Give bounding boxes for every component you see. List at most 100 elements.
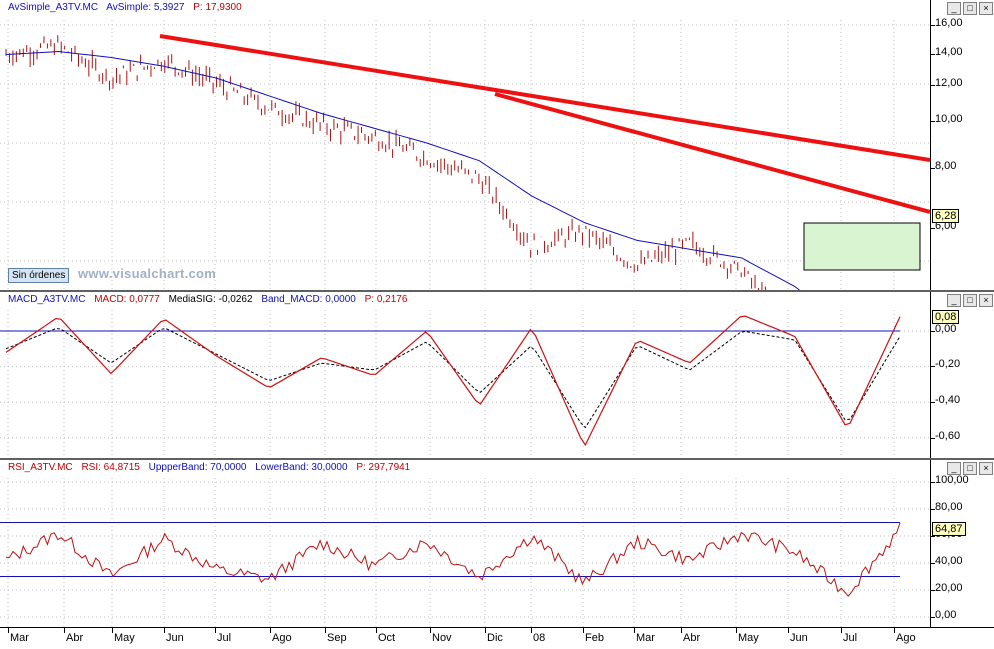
y-tick-mark [931,121,935,122]
y-tick-mark [931,438,935,439]
macd-window-buttons: _ □ × [947,294,993,307]
close-button[interactable]: × [979,294,993,307]
price-y-axis: _ □ × 16,00 14,00 12,00 10,00 8,00 6,00 … [930,0,994,290]
y-tick-mark [931,366,935,367]
panel-divider[interactable] [0,290,994,292]
panel-divider[interactable] [0,458,994,460]
y-tick-label: -0,40 [935,394,961,406]
y-tick-mark [931,617,935,618]
y-tick-mark [931,85,935,86]
y-tick-label: 40,00 [935,555,963,567]
price-panel: AvSimple_A3TV.MC AvSimple: 5,3927 P: 17,… [0,0,994,290]
x-tick-label: Ago [272,632,292,644]
macd-header-signal: MediaSIG: -0,0262 [168,294,253,305]
x-tick-label: Mar [636,632,655,644]
y-tick-label: 16,00 [935,17,963,29]
minimize-button[interactable]: _ [947,462,961,475]
macd-header-macd: MACD: 0,0777 [94,294,160,305]
x-tick-mark [841,628,842,633]
y-tick-label: 12,00 [935,77,963,89]
price-header-title: AvSimple_A3TV.MC [8,2,99,13]
x-tick-label: Dic [487,632,503,644]
trendline [159,34,930,162]
y-tick-mark [931,25,935,26]
macd-header: MACD_A3TV.MC MACD: 0,0777 MediaSIG: -0,0… [8,294,413,305]
x-tick-mark [215,628,216,633]
rsi-plot-area[interactable]: RSI_A3TV.MC RSI: 64,8715 UppperBand: 70,… [0,460,930,627]
y-tick-mark [931,536,935,537]
macd-panel: MACD_A3TV.MC MACD: 0,0777 MediaSIG: -0,0… [0,292,994,458]
x-tick-mark [8,628,9,633]
x-tick-label: 08 [533,632,546,644]
x-tick-mark [531,628,532,633]
macd-chart [0,310,930,458]
x-tick-mark [583,628,584,633]
x-tick-mark [270,628,271,633]
x-tick-mark [376,628,377,633]
x-tick-label: Oct [378,632,396,644]
y-tick-mark [931,590,935,591]
x-tick-mark [788,628,789,633]
price-plot-area[interactable]: AvSimple_A3TV.MC AvSimple: 5,3927 P: 17,… [0,0,930,290]
y-tick-label: 6,00 [935,220,957,232]
x-tick-mark [430,628,431,633]
rsi-header-rsi: RSI: 64,8715 [81,462,140,473]
price-header-p: P: 17,9300 [193,2,242,13]
close-button[interactable]: × [979,2,993,15]
minimize-button[interactable]: _ [947,2,961,15]
x-tick-mark [485,628,486,633]
y-tick-label: 0,00 [935,609,957,621]
y-tick-mark [931,228,935,229]
x-tick-label: Jun [166,632,184,644]
x-tick-label: Jul [217,632,232,644]
y-tick-mark [931,402,935,403]
rsi-header-upper: UppperBand: 70,0000 [148,462,247,473]
y-tick-label: -0,60 [935,430,961,442]
minimize-button[interactable]: _ [947,294,961,307]
rsi-last-value-badge: 64,87 [932,522,966,536]
rsi-header-lower: LowerBand: 30,0000 [255,462,348,473]
x-tick-label: Abr [683,632,701,644]
y-tick-label: 8,00 [935,160,957,172]
x-tick-label: Jun [790,632,808,644]
watermark: www.visualchart.com [78,266,217,281]
macd-header-title: MACD_A3TV.MC [8,294,86,305]
macd-plot-area[interactable]: MACD_A3TV.MC MACD: 0,0777 MediaSIG: -0,0… [0,292,930,458]
y-tick-label: 100,00 [935,474,969,486]
x-tick-label: Feb [585,632,604,644]
macd-signal-line [5,327,901,429]
rsi-header-p: P: 297,7941 [356,462,411,473]
y-tick-label: 20,00 [935,582,963,594]
x-tick-mark [64,628,65,633]
macd-y-axis: _ □ × 0,00 -0,20 -0,40 -0,60 0,08 [930,292,994,458]
y-tick-label: -0,20 [935,358,961,370]
maximize-button[interactable]: □ [963,2,977,15]
price-last-value-badge: 6,28 [932,209,960,223]
sin-ordenes-button[interactable]: Sin órdenes [8,268,70,283]
x-tick-label: Sep [327,632,347,644]
y-tick-mark [931,168,935,169]
rsi-window-buttons: _ □ × [947,462,993,475]
y-tick-label: 14,00 [935,46,963,58]
x-tick-label: Jul [843,632,858,644]
x-axis: Mar Abr May Jun Jul Ago Sep Oct Nov Dic 08 Feb Mar Ab… [0,627,994,649]
close-button[interactable]: × [979,462,993,475]
rsi-y-axis: _ □ × 100,00 80,00 60,00 40,00 20,00 0,0… [930,460,994,627]
y-tick-label: 0,00 [935,323,957,335]
highlight-box [803,222,921,271]
x-tick-mark [325,628,326,633]
x-tick-label: Mar [10,632,29,644]
price-header: AvSimple_A3TV.MC AvSimple: 5,3927 P: 17,… [8,2,248,13]
maximize-button[interactable]: □ [963,294,977,307]
macd-last-value-badge: 0,08 [932,310,960,324]
maximize-button[interactable]: □ [963,462,977,475]
y-tick-mark [931,54,935,55]
y-tick-mark [931,482,935,483]
rsi-header: RSI_A3TV.MC RSI: 64,8715 UppperBand: 70,… [8,462,416,473]
x-tick-mark [894,628,895,633]
x-tick-mark [164,628,165,633]
x-tick-label: Ago [896,632,916,644]
moving-average-line [5,51,801,290]
x-tick-mark [634,628,635,633]
